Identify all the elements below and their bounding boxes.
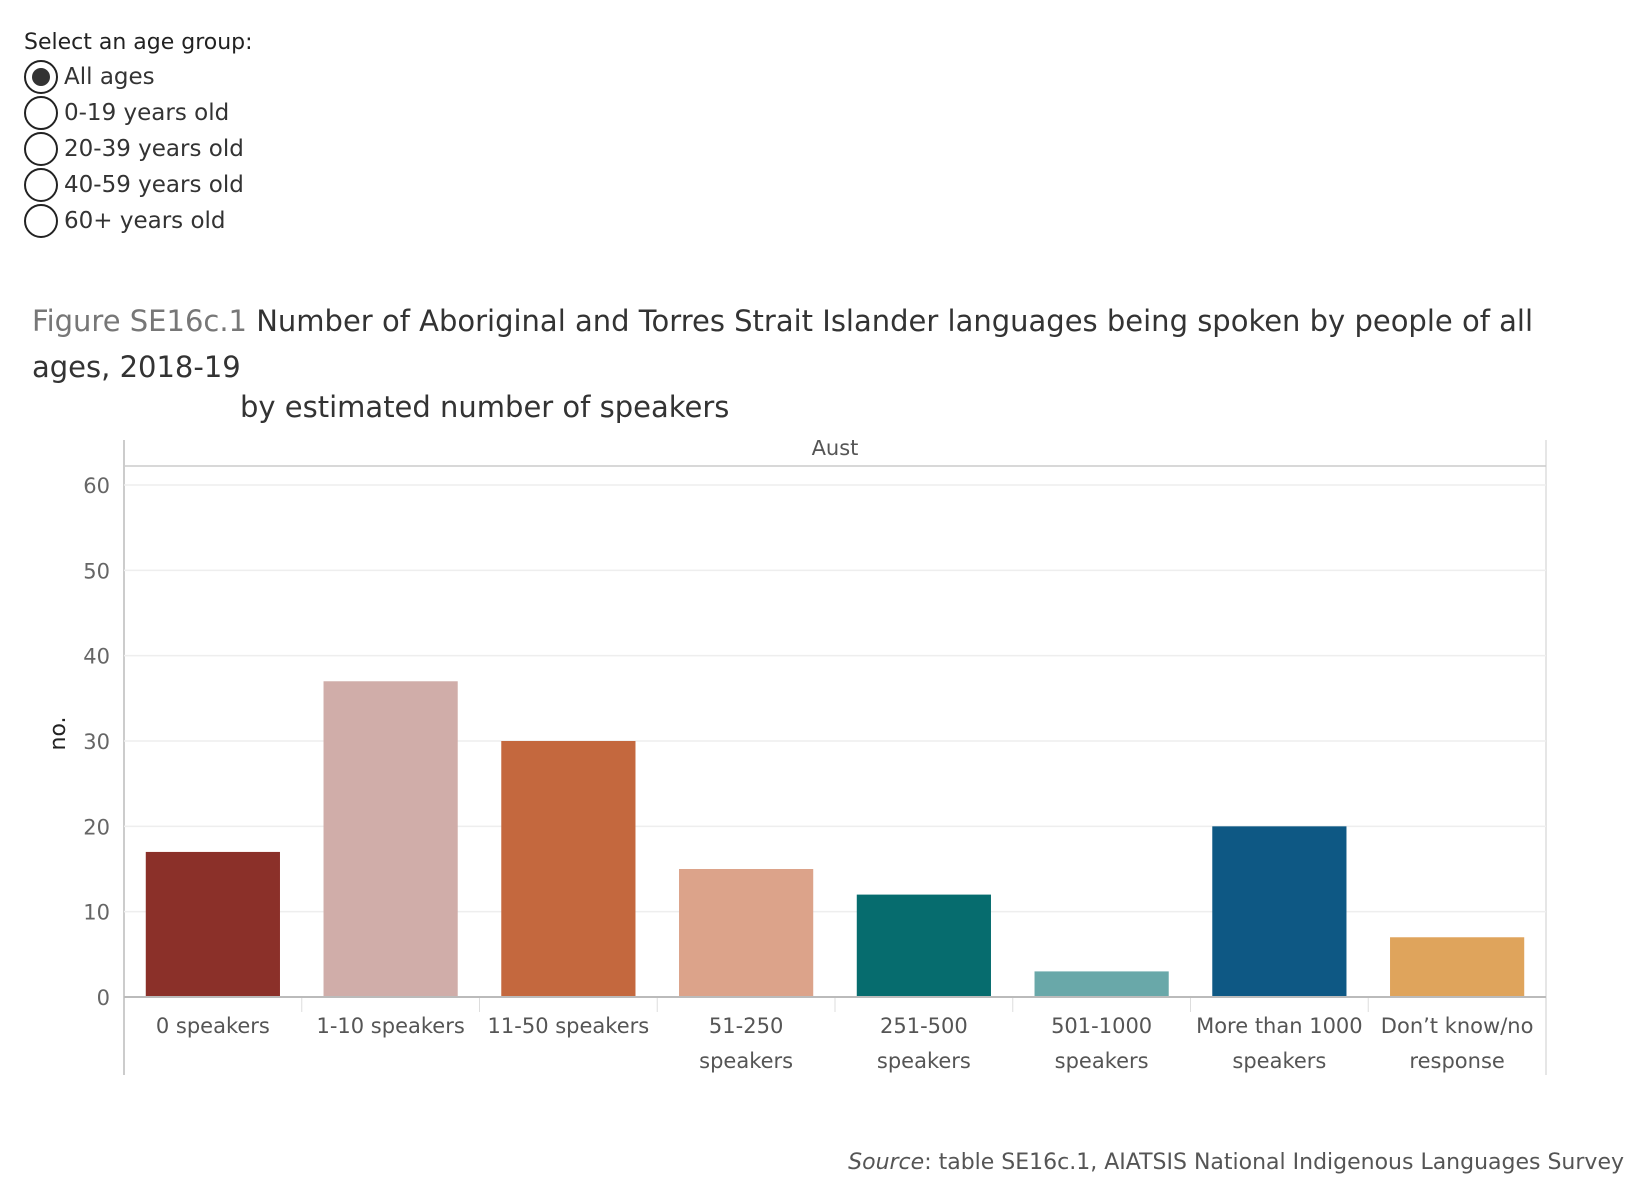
panel-header-label: Aust <box>812 440 859 460</box>
figure-title: Figure SE16c.1 Number of Aboriginal and … <box>32 298 1592 390</box>
y-tick-label: 20 <box>83 815 110 839</box>
age-group-radio-list: All ages 0-19 years old 20-39 years old 40-… <box>24 59 253 239</box>
y-tick-label: 40 <box>83 645 110 669</box>
y-tick-label: 30 <box>83 730 110 754</box>
bar-4 <box>856 894 991 997</box>
radio-button[interactable] <box>24 132 58 166</box>
radio-label: All ages <box>64 64 155 90</box>
x-tick-label: 501-1000 speakers <box>1051 1014 1152 1073</box>
source-label: Source <box>848 1150 925 1175</box>
radio-label: 0-19 years old <box>64 100 230 126</box>
source-text: : table SE16c.1, AIATSIS National Indige… <box>924 1150 1624 1175</box>
radio-button[interactable] <box>24 204 58 238</box>
bar-0 <box>145 851 280 997</box>
y-axis-label: no. <box>46 716 71 750</box>
bar-chart: Aust 0 10 20 30 40 50 60 no. 0 speakers 1-10 speak… <box>46 440 1547 1075</box>
x-tick-label: 0 speakers <box>156 1014 270 1038</box>
y-tick-label: 50 <box>83 559 110 583</box>
x-tick-label: More than 1000 speakers <box>1196 1014 1363 1073</box>
y-tick-label: 60 <box>83 474 110 498</box>
bar-7 <box>1390 937 1525 997</box>
age-option-1[interactable]: 0-19 years old <box>24 95 253 131</box>
figure-subtitle: by estimated number of speakers <box>240 390 730 424</box>
x-tick-label: 1-10 speakers <box>316 1014 464 1038</box>
bar-1 <box>323 681 458 997</box>
radio-label: 60+ years old <box>64 208 226 234</box>
bar-3 <box>679 869 814 997</box>
x-tick-label: 51-250 speakers <box>699 1014 793 1073</box>
bar-2 <box>501 741 636 997</box>
radio-button[interactable] <box>24 96 58 130</box>
radio-label: 20-39 years old <box>64 136 244 162</box>
x-tick-label: 11-50 speakers <box>488 1014 650 1038</box>
age-option-2[interactable]: 20-39 years old <box>24 131 253 167</box>
figure-title-text: Number of Aboriginal and Torres Strait I… <box>32 304 1534 384</box>
age-option-4[interactable]: 60+ years old <box>24 203 253 239</box>
age-option-0[interactable]: All ages <box>24 59 253 95</box>
y-tick-label: 0 <box>97 986 110 1010</box>
radio-button[interactable] <box>24 60 58 94</box>
filter-label: Select an age group: <box>24 30 253 55</box>
x-tick-label: 251-500 speakers <box>877 1014 971 1073</box>
age-option-3[interactable]: 40-59 years old <box>24 167 253 203</box>
x-tick-label: Don’t know/no response <box>1381 1014 1534 1073</box>
source-note: Source: table SE16c.1, AIATSIS National … <box>848 1150 1624 1175</box>
radio-button[interactable] <box>24 168 58 202</box>
bar-5 <box>1034 971 1169 997</box>
bar-6 <box>1212 826 1347 997</box>
radio-label: 40-59 years old <box>64 172 244 198</box>
y-tick-label: 10 <box>83 901 110 925</box>
figure-number: Figure SE16c.1 <box>32 304 248 338</box>
age-group-filter: Select an age group: All ages 0-19 years … <box>24 30 253 239</box>
